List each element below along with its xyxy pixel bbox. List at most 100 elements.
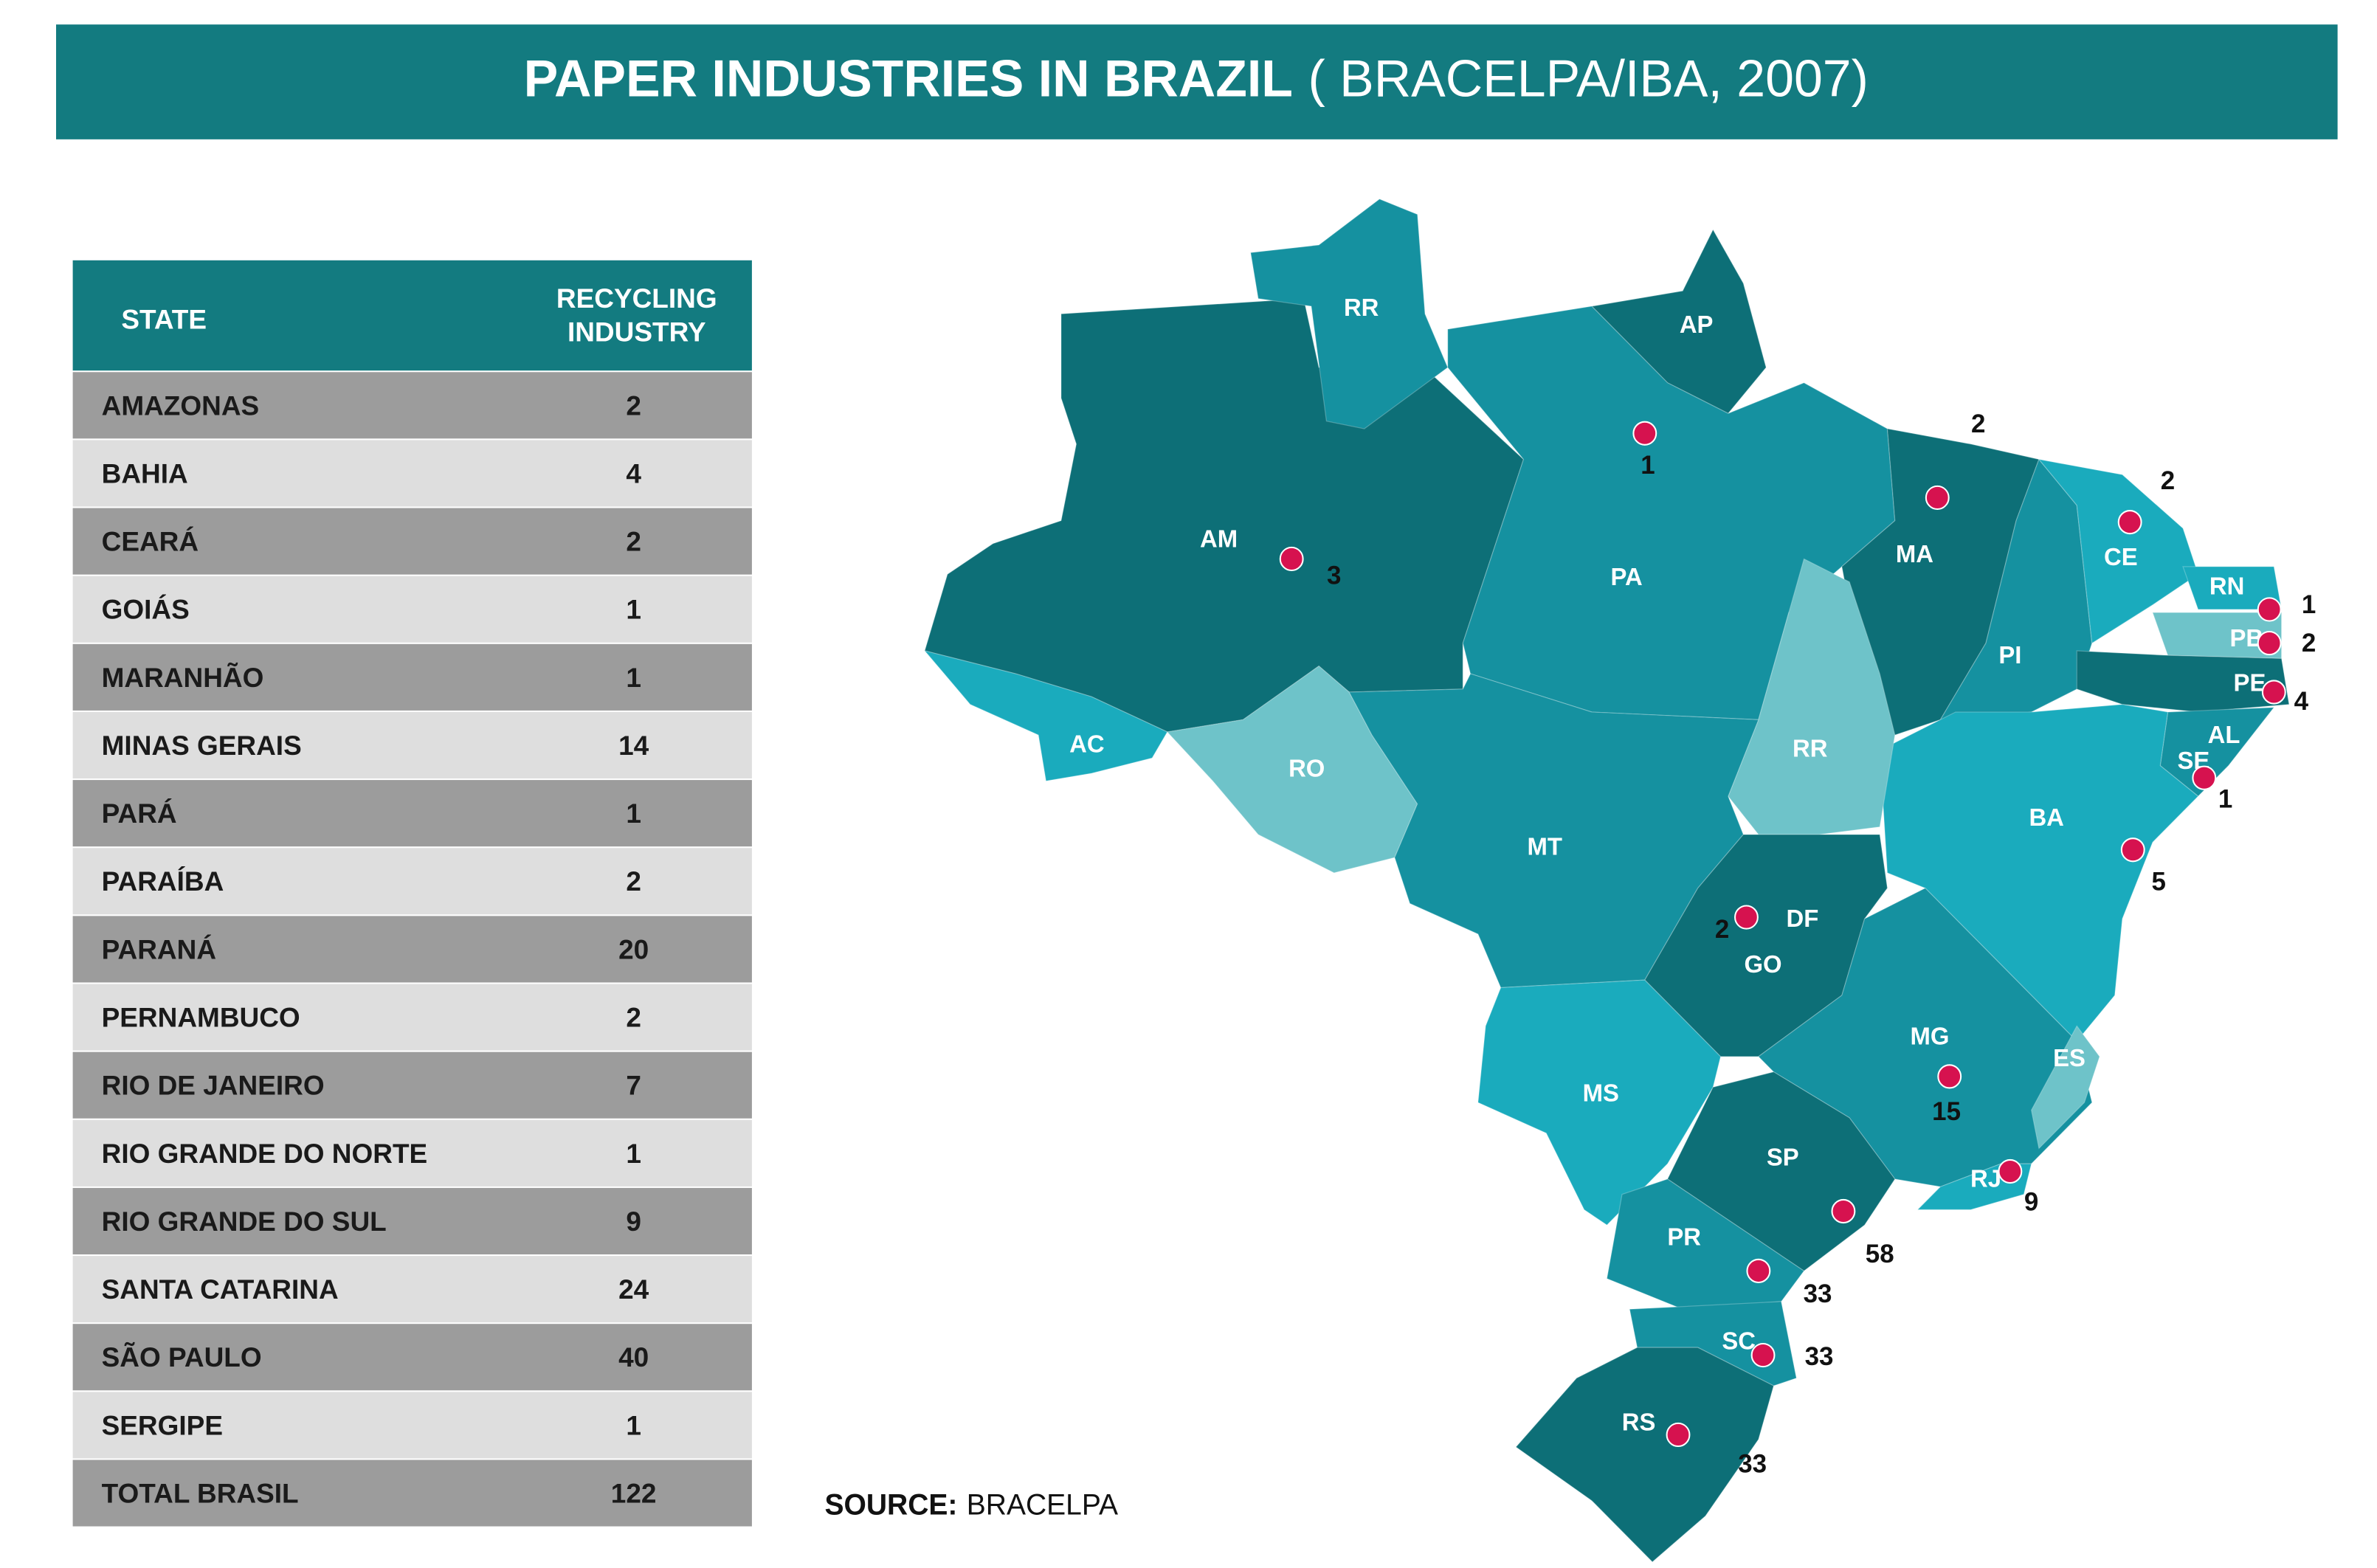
state-label: RO (1288, 754, 1325, 781)
state (1477, 979, 1722, 1226)
state (1515, 1347, 1775, 1563)
marker-dot (2257, 597, 2282, 622)
state-label: GO (1744, 950, 1781, 978)
state-label: BA (2029, 804, 2063, 831)
marker-dot (1734, 905, 1759, 930)
state-name: PARÁ (102, 798, 177, 829)
industry-count: 9 (626, 1206, 641, 1237)
marker-dot (1666, 1422, 1691, 1448)
marker-dot (2117, 510, 2142, 535)
state (2076, 650, 2290, 713)
table-row (72, 711, 752, 779)
state-name: SÃO PAULO (102, 1341, 262, 1372)
marker-label: 58 (1866, 1240, 1894, 1268)
marker-dot (1279, 546, 1304, 572)
table-row (72, 440, 752, 507)
subtitle: ( BRACELPA/IBA, 2007) (1308, 49, 1869, 107)
state (2030, 1025, 2100, 1150)
table-row (72, 848, 752, 915)
industry-count: 1 (626, 1409, 641, 1440)
marker-label: 2 (1971, 410, 1985, 438)
state-name: GOIÁS (102, 594, 190, 625)
marker-label: 1 (2218, 784, 2232, 813)
state-name: PARAÍBA (102, 866, 224, 897)
state-label: RJ (1970, 1165, 2001, 1192)
marker-label: 33 (1738, 1449, 1767, 1478)
state-name: RIO GRANDE DO SUL (102, 1206, 387, 1237)
table-row (72, 643, 752, 711)
industry-count: 14 (618, 730, 649, 761)
state-label: PB (2230, 624, 2264, 652)
state-name: BAHIA (102, 457, 188, 488)
marker-dot (2257, 630, 2282, 656)
source-label: SOURCE: (824, 1488, 957, 1521)
marker-label: 2 (2302, 629, 2316, 657)
state-label: RS (1622, 1409, 1656, 1436)
industry-count: 1 (626, 594, 641, 625)
industry-count: 20 (618, 933, 649, 964)
marker-label: 5 (2151, 868, 2165, 897)
marker-dot (1831, 1198, 1856, 1224)
state-label: MT (1528, 832, 1562, 860)
marker-dot (2120, 837, 2145, 863)
marker-dot (1632, 421, 1657, 446)
marker-label: 33 (1804, 1279, 1832, 1308)
industry-count: 2 (626, 390, 641, 421)
state-label: CE (2104, 543, 2138, 570)
state-label: MS (1583, 1079, 1619, 1106)
state-name: SERGIPE (102, 1409, 223, 1440)
industry-count: 40 (618, 1341, 649, 1372)
state-label: DF (1787, 905, 1819, 932)
table-row (72, 1460, 752, 1527)
table-row (72, 508, 752, 575)
marker-dot (2261, 680, 2286, 705)
state-name: CEARÁ (102, 525, 199, 556)
state-label: SC (1722, 1327, 1756, 1355)
state-label: PE (2234, 669, 2266, 696)
industry-count: 24 (618, 1274, 649, 1305)
column-header: RECYCLING INDUSTRY (556, 282, 717, 347)
marker-dot (1998, 1158, 2023, 1184)
table-row (72, 984, 752, 1051)
industry-count: 122 (611, 1477, 657, 1508)
marker-label: 1 (1641, 451, 1655, 480)
state-label: AC (1069, 730, 1104, 757)
industry-count: 1 (626, 662, 641, 693)
industry-count: 4 (626, 457, 641, 488)
source-text: BRACELPA (967, 1488, 1119, 1521)
marker-label: 2 (1715, 915, 1729, 944)
industry-count: 2 (626, 866, 641, 897)
state-name: MINAS GERAIS (102, 730, 302, 761)
marker-label: 33 (1805, 1342, 1834, 1371)
state-name: RIO GRANDE DO NORTE (102, 1138, 428, 1169)
state-label: RR (1793, 734, 1828, 761)
state-label: AL (2208, 721, 2240, 748)
state-label: AP (1680, 311, 1714, 338)
marker-dot (1925, 485, 1950, 511)
table-row (72, 1256, 752, 1323)
state-label: PI (1998, 641, 2021, 669)
state-label: SP (1767, 1144, 1799, 1171)
marker-label: 3 (1327, 562, 1341, 590)
state-name: TOTAL BRASIL (102, 1477, 299, 1508)
state-name: AMAZONAS (102, 390, 260, 421)
marker-label: 4 (2294, 687, 2309, 716)
table-row (72, 576, 752, 643)
industry-count: 7 (626, 1069, 641, 1100)
state-name: RIO DE JANEIRO (102, 1069, 325, 1100)
state-label: PA (1611, 563, 1643, 590)
column-header: STATE (121, 303, 207, 334)
table-row (72, 372, 752, 439)
table-row (72, 1187, 752, 1254)
state-name: MARANHÃO (102, 662, 264, 693)
marker-dot (1750, 1342, 1776, 1368)
table-row (72, 1392, 752, 1459)
state (2038, 458, 2199, 644)
title-bar (56, 24, 2338, 139)
marker-label: 1 (2302, 590, 2316, 619)
marker-label: 2 (2161, 466, 2175, 495)
industry-count: 1 (626, 798, 641, 829)
industry-count: 2 (626, 525, 641, 556)
state-label: AM (1200, 525, 1238, 552)
